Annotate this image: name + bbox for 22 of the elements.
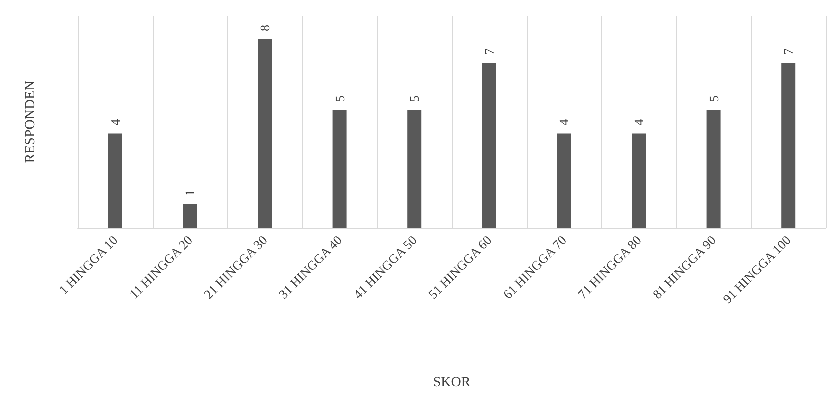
data-label: 7 <box>482 48 497 56</box>
data-label: 4 <box>556 118 572 126</box>
bar <box>258 40 272 228</box>
data-label: 5 <box>407 96 422 102</box>
bar <box>782 63 796 228</box>
bar <box>557 134 572 228</box>
data-label: 4 <box>632 118 646 126</box>
data-label: 5 <box>706 96 722 102</box>
data-label: 4 <box>108 118 123 126</box>
x-axis-title: SKOR <box>433 376 472 390</box>
bar <box>183 204 198 228</box>
bar <box>408 110 422 228</box>
data-label: 7 <box>781 48 796 56</box>
bar <box>108 134 122 228</box>
bar <box>632 134 646 228</box>
bar <box>332 110 347 228</box>
data-label: 1 <box>182 190 198 196</box>
bar <box>482 63 496 228</box>
bar <box>706 110 721 228</box>
data-label: 8 <box>258 25 272 32</box>
y-axis-title: RESPONDEN <box>24 80 38 164</box>
data-label: 5 <box>332 96 348 102</box>
